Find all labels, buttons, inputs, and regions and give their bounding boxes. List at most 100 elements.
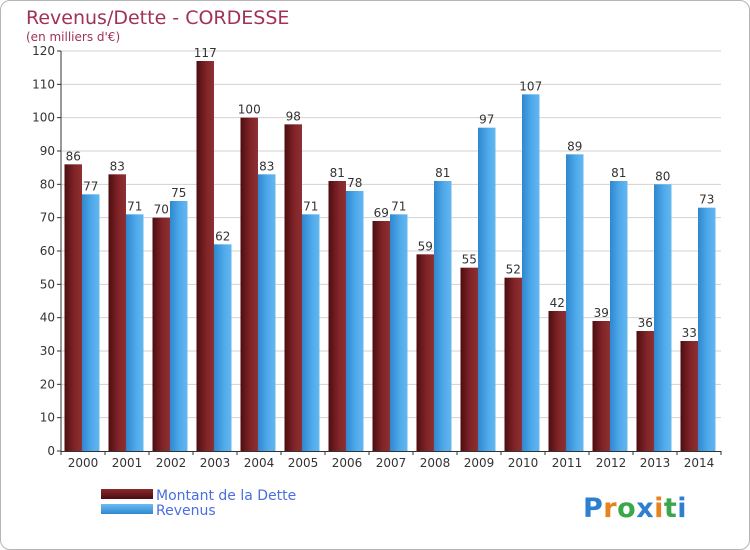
x-tick-label: 2001 [112, 456, 143, 470]
y-tick-label: 60 [40, 244, 55, 258]
bars [64, 61, 716, 452]
bar-revenus [258, 174, 276, 452]
data-label-dette: 59 [418, 239, 433, 253]
bar-revenus [698, 207, 716, 451]
x-tick-label: 2007 [376, 456, 407, 470]
bar-dette [416, 254, 434, 451]
data-label-dette: 100 [238, 103, 261, 117]
x-axis-ticks: 2000 2001 2002 2003 2004 2005 2006 2007 2008 2009… [60, 451, 722, 470]
bar-revenus [610, 181, 628, 451]
data-label-dette: 42 [550, 296, 565, 310]
bar-dette [504, 277, 522, 451]
proxiti-logo-text: Proxiti [583, 493, 687, 524]
legend-label-dette: Montant de la Dette [156, 488, 296, 504]
x-tick-label: 2004 [244, 456, 275, 470]
bar-dette [372, 221, 390, 451]
data-label-revenus: 71 [303, 199, 318, 213]
data-label-dette: 33 [682, 326, 697, 340]
chart-subtitle: (en milliers d'€) [26, 30, 120, 44]
legend-swatch-revenus [101, 504, 153, 514]
bar-revenus [82, 194, 100, 452]
data-label-revenus: 80 [655, 169, 670, 183]
y-tick-label: 0 [47, 444, 55, 458]
y-tick-label: 80 [40, 177, 55, 191]
y-tick-label: 70 [40, 211, 55, 225]
y-tick-label: 10 [40, 411, 55, 425]
y-tick-label: 40 [40, 311, 55, 325]
bar-revenus [522, 94, 540, 451]
bar-dette [240, 117, 258, 452]
data-label-dette: 83 [110, 159, 125, 173]
data-label-revenus: 77 [83, 179, 98, 193]
x-tick-label: 2006 [332, 456, 363, 470]
y-tick-label: 50 [40, 277, 55, 291]
legend-label-revenus: Revenus [156, 503, 216, 519]
data-label-dette: 70 [154, 203, 169, 217]
y-tick-label: 20 [40, 377, 55, 391]
x-tick-label: 2003 [200, 456, 231, 470]
bar-dette [548, 311, 566, 451]
data-label-revenus: 83 [259, 159, 274, 173]
bar-dette [64, 164, 82, 452]
proxiti-logo: Proxiti [583, 493, 687, 524]
y-tick-label: 30 [40, 344, 55, 358]
bar-dette [680, 341, 698, 451]
data-label-dette: 69 [374, 206, 389, 220]
x-tick-label: 2013 [640, 456, 671, 470]
x-tick-label: 2010 [508, 456, 539, 470]
bar-revenus [214, 244, 232, 451]
x-tick-label: 2002 [156, 456, 187, 470]
bar-dette [196, 61, 214, 451]
bar-dette [460, 267, 478, 451]
bar-revenus [302, 214, 320, 451]
bar-dette [284, 124, 302, 451]
bar-revenus [126, 214, 144, 451]
bar-dette [152, 217, 170, 451]
bar-revenus [566, 154, 584, 452]
data-label-revenus: 71 [391, 199, 406, 213]
data-label-dette: 81 [330, 166, 345, 180]
x-tick-label: 2008 [420, 456, 451, 470]
x-tick-label: 2012 [596, 456, 627, 470]
y-tick-label: 110 [32, 77, 55, 91]
x-tick-label: 2005 [288, 456, 319, 470]
data-label-revenus: 62 [215, 229, 230, 243]
bar-dette [108, 174, 126, 452]
data-label-dette: 39 [594, 306, 609, 320]
data-label-dette: 36 [638, 316, 653, 330]
x-tick-label: 2000 [68, 456, 99, 470]
bar-revenus [170, 201, 188, 451]
data-label-dette: 55 [462, 253, 477, 267]
data-label-revenus: 73 [699, 193, 714, 207]
y-tick-label: 90 [40, 144, 55, 158]
data-label-dette: 52 [506, 263, 521, 277]
bar-dette [328, 181, 346, 451]
data-label-dette: 86 [66, 149, 81, 163]
data-label-dette: 117 [194, 46, 217, 60]
data-label-revenus: 75 [171, 186, 186, 200]
data-label-dette: 98 [286, 109, 301, 123]
bar-revenus [346, 191, 364, 451]
legend: Montant de la Dette Revenus [101, 488, 296, 519]
legend-swatch-dette [101, 489, 153, 499]
y-tick-label: 100 [32, 111, 55, 125]
data-label-revenus: 89 [567, 139, 582, 153]
x-tick-label: 2009 [464, 456, 495, 470]
bar-dette [592, 321, 610, 451]
bar-revenus [434, 181, 452, 451]
y-axis-ticks: 0 10 20 30 40 50 60 70 80 90 100 110 120 [32, 44, 61, 458]
bar-revenus [478, 127, 496, 452]
chart-title: Revenus/Dette - CORDESSE [26, 7, 289, 29]
data-label-revenus: 97 [479, 113, 494, 127]
bar-revenus [390, 214, 408, 451]
data-label-revenus: 81 [435, 166, 450, 180]
y-tick-label: 120 [32, 44, 55, 58]
bar-dette [636, 331, 654, 451]
x-tick-label: 2014 [684, 456, 715, 470]
data-label-revenus: 71 [127, 199, 142, 213]
bar-revenus [654, 184, 672, 452]
x-tick-label: 2011 [552, 456, 583, 470]
data-label-revenus: 81 [611, 166, 626, 180]
